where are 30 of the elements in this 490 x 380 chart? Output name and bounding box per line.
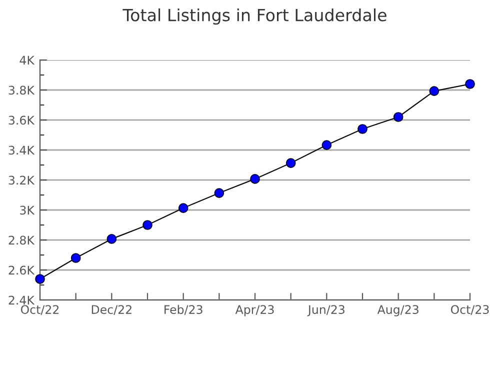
point [35, 274, 45, 284]
x-tick-label: Oct/22 [20, 305, 59, 315]
x-tick-label: Jun/23 [307, 305, 344, 316]
y-tick-label: 3K [20, 206, 35, 215]
y-tick-label: 2.6K [8, 266, 35, 275]
point [250, 174, 260, 184]
x-tick-label: Apr/23 [235, 305, 274, 316]
y-tick-label: 3.2K [8, 176, 35, 185]
x-tick-label: Feb/23 [164, 304, 202, 315]
point [286, 158, 296, 168]
y-tick-label: 2.8K [8, 236, 35, 245]
point [322, 140, 332, 150]
point [142, 220, 152, 230]
point [106, 234, 117, 244]
point [429, 86, 440, 96]
y-tick-label: 3.4K [8, 146, 35, 155]
point [358, 124, 368, 134]
x-tick-label: Oct/23 [450, 305, 489, 315]
x-tick-label: Dec/22 [92, 305, 132, 315]
chart-title: Total Listings in Fort Lauderdale [122, 8, 386, 25]
point [393, 112, 404, 122]
y-tick-label: 3.6K [8, 116, 35, 125]
point [178, 203, 188, 213]
y-tick-label: 4K [20, 56, 35, 64]
point [465, 79, 475, 89]
point [214, 188, 224, 198]
x-tick-label: Aug/23 [377, 305, 418, 316]
point [70, 253, 81, 263]
y-tick-label: 3.8K [8, 86, 35, 95]
y-tick-label: 2.4K [8, 296, 35, 304]
